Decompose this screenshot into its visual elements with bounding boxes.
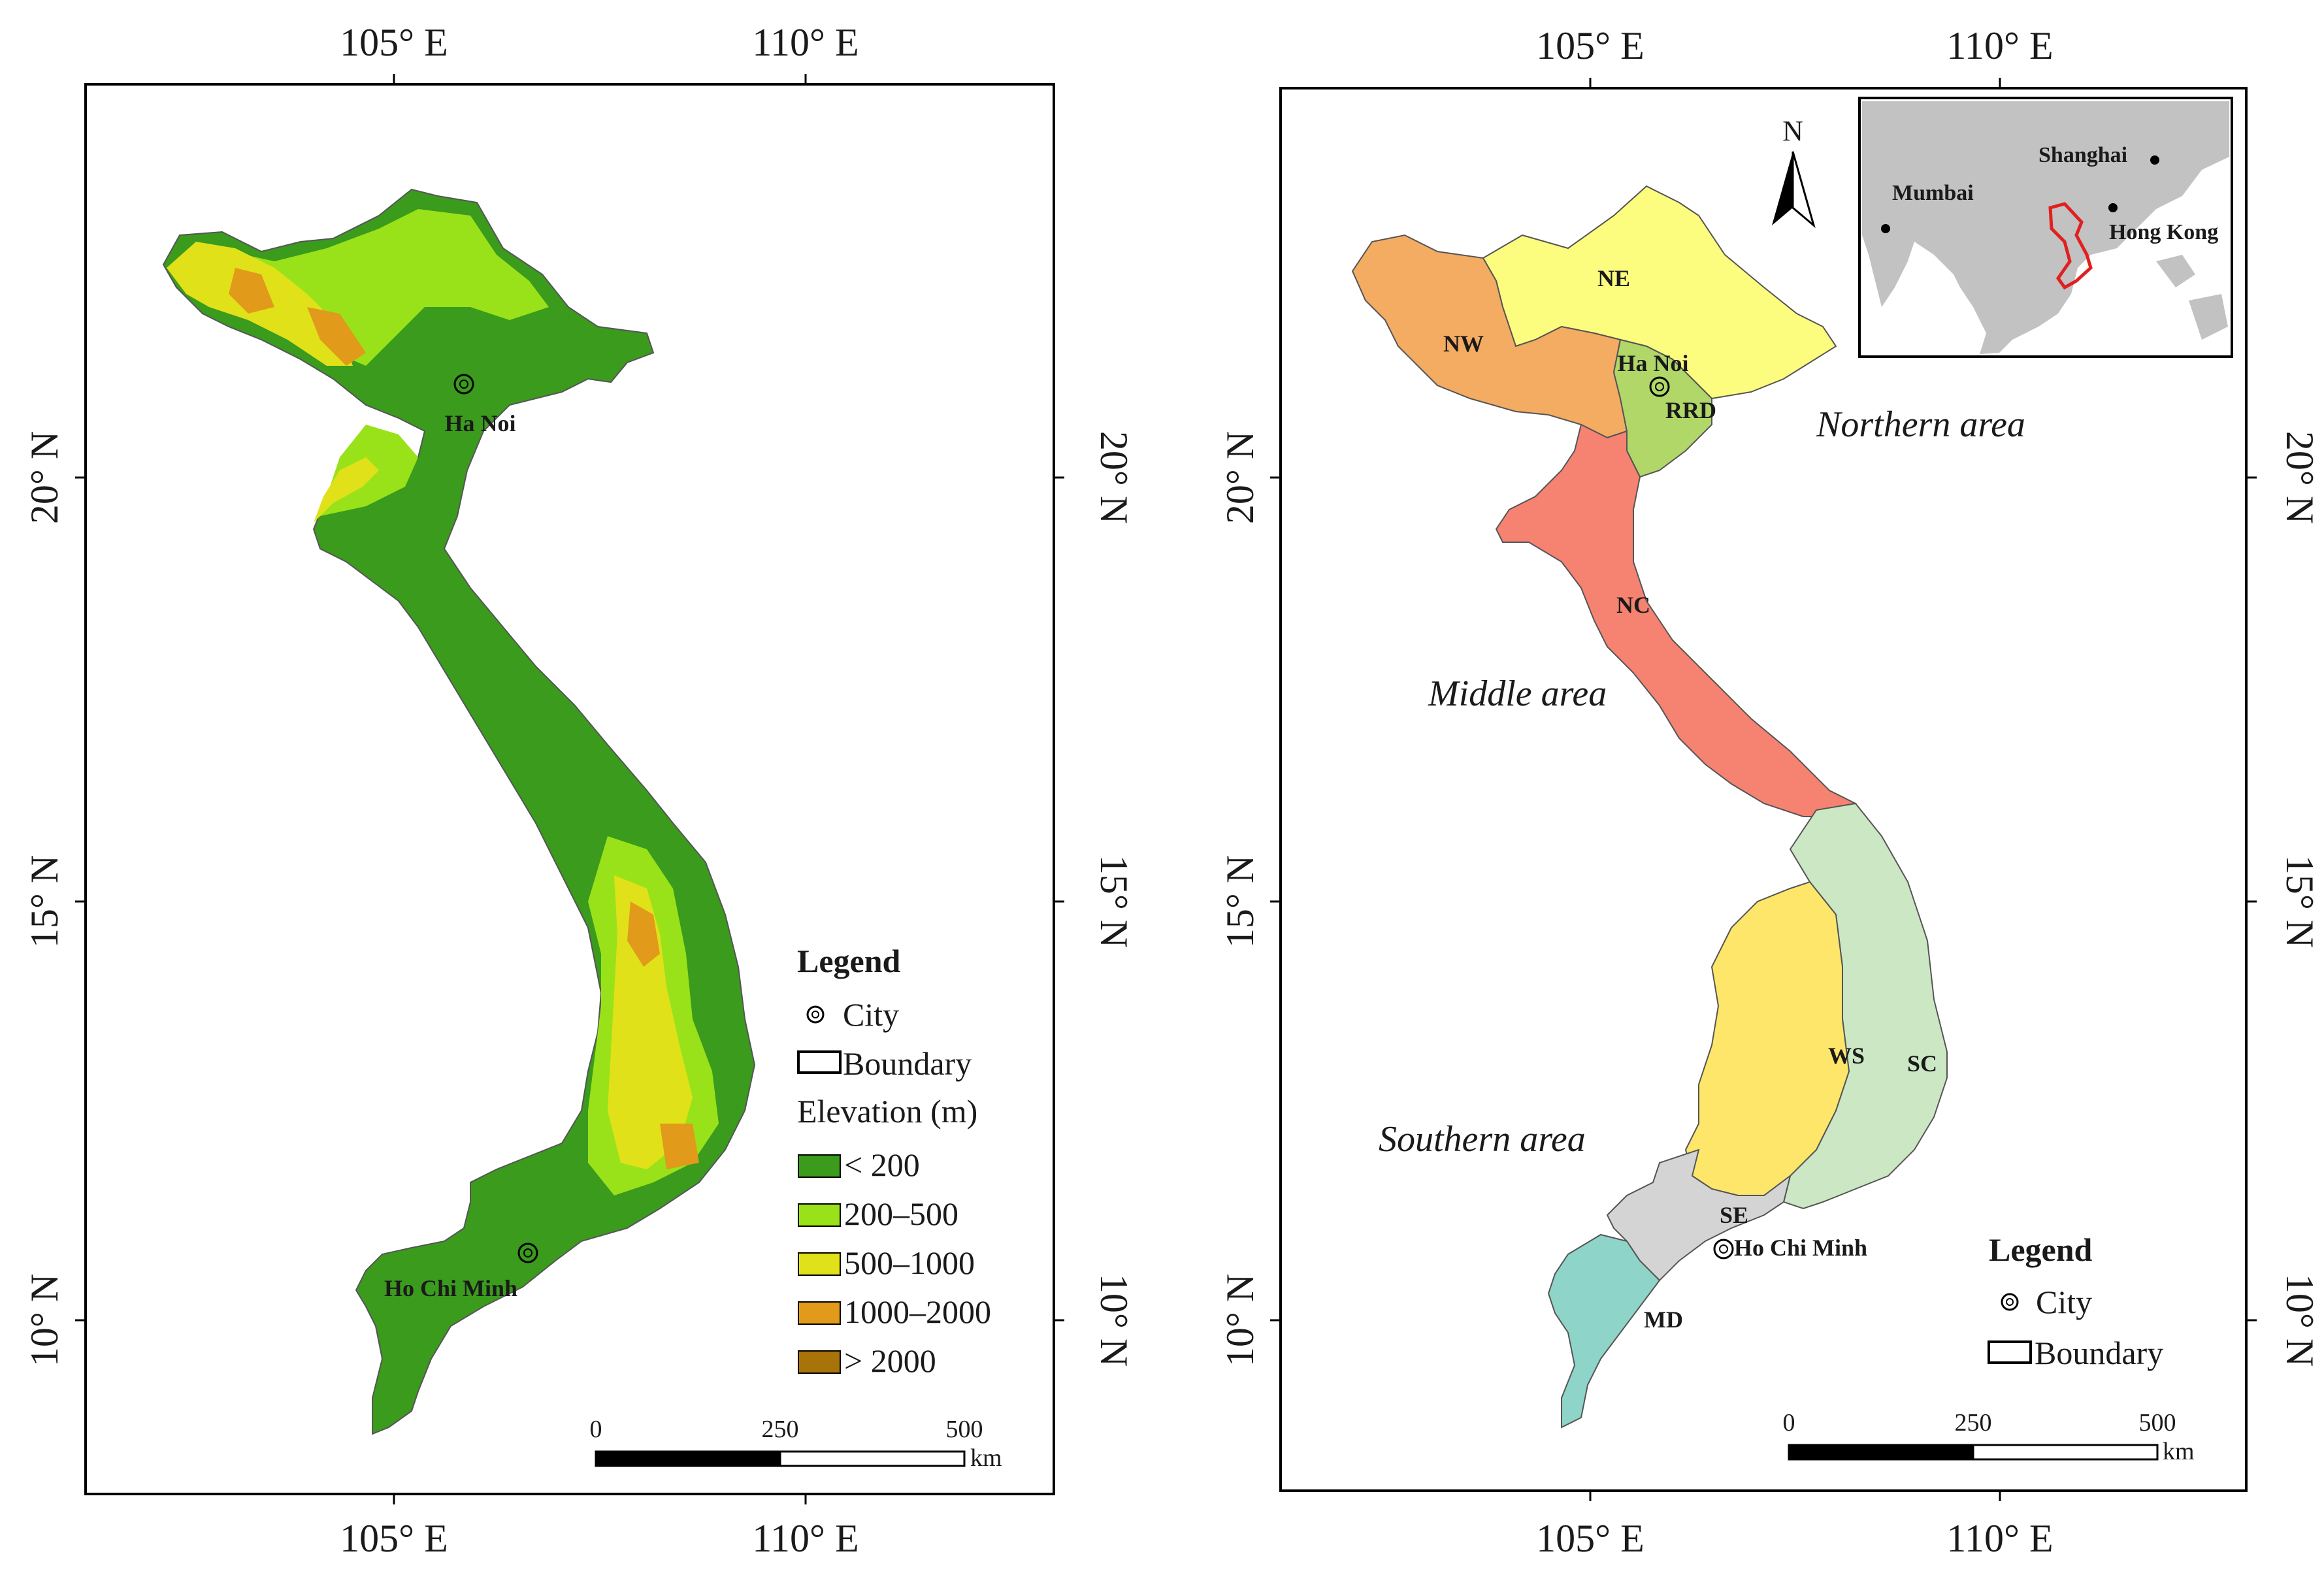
right-right-tick-15: 15° N: [2278, 855, 2321, 948]
inset-label-hongkong: Hong Kong: [2109, 220, 2218, 244]
right-bottom-tick-110: 110° E: [1946, 1517, 2053, 1560]
right-label-hanoi: Ha Noi: [1617, 350, 1688, 376]
inset-label-mumbai: Mumbai: [1892, 181, 1974, 205]
left-scale-bar: 0 250 500 km: [590, 1416, 1002, 1472]
left-left-tick-15: 15° N: [23, 855, 66, 948]
left-legend-elevation-title: Elevation (m): [797, 1093, 977, 1129]
right-label-hochiminh: Ho Chi Minh: [1734, 1235, 1867, 1261]
left-scale-label-250: 250: [762, 1416, 799, 1443]
right-scale-label-250: 250: [1955, 1409, 1992, 1437]
right-city-hanoi: Ha Noi: [1617, 350, 1689, 397]
elevation-label-0: < 200: [844, 1146, 920, 1183]
left-left-tick-20: 20° N: [23, 431, 66, 524]
region-label-ne: NE: [1597, 265, 1630, 291]
left-legend-boundary: Boundary: [843, 1045, 972, 1082]
right-left-tick-15: 15° N: [1219, 855, 1262, 948]
right-legend-boundary: Boundary: [2035, 1335, 2163, 1371]
inset-label-shanghai: Shanghai: [2038, 143, 2127, 167]
city-marker-icon: [453, 374, 474, 395]
elevation-label-2: 500–1000: [844, 1244, 975, 1281]
elevation-swatch-3: [798, 1301, 841, 1325]
elevation-label-1: 200–500: [844, 1195, 958, 1232]
left-city-hochiminh: Ho Chi Minh: [384, 1242, 538, 1301]
left-elevation-1000-2000: [229, 268, 699, 1169]
region-label-rrd: RRD: [1665, 397, 1716, 423]
region-nc: [1495, 423, 1857, 817]
right-left-tick-20: 20° N: [1219, 431, 1262, 524]
left-scale-unit: km: [970, 1444, 1002, 1472]
left-right-tick-20: 20° N: [1092, 431, 1136, 524]
right-top-tick-110: 110° E: [1946, 24, 2053, 67]
city-marker-icon: [1713, 1239, 1734, 1259]
left-tick-marks: [75, 74, 1064, 1504]
city-legend-icon: [806, 1005, 825, 1024]
region-se: [1606, 1148, 1792, 1282]
region-label-ws: WS: [1828, 1043, 1865, 1069]
right-scale-label-0: 0: [1783, 1409, 1795, 1437]
left-legend-elevation-classes: < 200 200–500 500–1000 1000–2000 > 2000: [798, 1146, 991, 1379]
right-region-map: 105° E 110° E 105° E 110° E 20° N 15° N …: [1219, 24, 2321, 1560]
region-label-md: MD: [1644, 1307, 1683, 1333]
right-regions: [1351, 185, 1948, 1429]
left-right-tick-15: 15° N: [1092, 855, 1136, 948]
region-label-nw: NW: [1443, 331, 1484, 357]
region-label-se: SE: [1720, 1202, 1748, 1228]
region-md: [1547, 1233, 1661, 1429]
right-city-hochiminh: Ho Chi Minh: [1713, 1235, 1867, 1261]
inset-map: Shanghai Mumbai Hong Kong: [1858, 97, 2233, 358]
elevation-swatch-1: [798, 1203, 841, 1227]
right-scale-unit: km: [2163, 1438, 2195, 1465]
left-right-tick-10: 10° N: [1092, 1274, 1136, 1367]
left-top-tick-105: 105° E: [340, 21, 448, 64]
boundary-legend-icon: [1988, 1340, 2032, 1364]
right-tick-marks: [1270, 78, 2257, 1501]
area-label-middle: Middle area: [1428, 674, 1607, 714]
left-bottom-tick-105: 105° E: [340, 1517, 448, 1560]
right-scale-bar: 0 250 500 km: [1783, 1409, 2195, 1465]
city-marker-icon: [517, 1242, 538, 1263]
left-label-hochiminh: Ho Chi Minh: [384, 1275, 517, 1301]
elevation-swatch-0: [798, 1154, 841, 1178]
north-arrow-icon: N: [1772, 115, 1816, 229]
elevation-swatch-2: [798, 1252, 841, 1276]
left-legend: Legend City Boundary Elevation (m) < 200…: [797, 943, 991, 1379]
city-legend-icon: [2001, 1293, 2019, 1311]
right-scale-label-500: 500: [2139, 1409, 2176, 1437]
inset-islands: [2156, 255, 2228, 340]
left-bottom-tick-110: 110° E: [752, 1517, 859, 1560]
right-bottom-tick-105: 105° E: [1536, 1517, 1645, 1560]
right-legend-title: Legend: [1989, 1231, 2093, 1268]
region-label-sc: SC: [1907, 1050, 1937, 1077]
north-arrow-label: N: [1782, 115, 1803, 147]
region-rrd: [1612, 338, 1712, 478]
right-top-tick-105: 105° E: [1536, 24, 1645, 67]
elevation-label-3: 1000–2000: [844, 1293, 991, 1330]
city-marker-icon: [1649, 376, 1670, 397]
left-legend-title: Legend: [797, 943, 901, 979]
left-elevation-map: 105° E 110° E 105° E 110° E 20° N 15° N …: [23, 21, 1136, 1560]
left-top-tick-110: 110° E: [752, 21, 859, 64]
left-scale-label-500: 500: [946, 1416, 983, 1443]
inset-land: [1862, 101, 2229, 354]
left-city-hanoi: Ha Noi: [444, 374, 516, 436]
right-right-tick-20: 20° N: [2278, 431, 2321, 524]
left-left-tick-10: 10° N: [23, 1274, 66, 1367]
right-right-tick-10: 10° N: [2278, 1274, 2321, 1367]
inset-vietnam-highlight: [2048, 202, 2093, 290]
right-legend: Legend City Boundary: [1988, 1231, 2163, 1371]
inset-city-marker-icon: [1881, 224, 1890, 233]
left-scale-label-0: 0: [590, 1416, 602, 1443]
left-legend-city: City: [843, 996, 899, 1033]
elevation-label-4: > 2000: [844, 1342, 936, 1379]
inset-city-marker-icon: [2108, 203, 2118, 212]
left-label-hanoi: Ha Noi: [444, 410, 516, 436]
right-legend-city: City: [2036, 1284, 2092, 1320]
right-left-tick-10: 10° N: [1219, 1274, 1262, 1367]
boundary-legend-icon: [797, 1050, 842, 1074]
area-label-northern: Northern area: [1816, 404, 2025, 445]
elevation-swatch-4: [798, 1350, 841, 1374]
inset-city-marker-icon: [2150, 155, 2159, 165]
area-label-southern: Southern area: [1379, 1119, 1586, 1160]
region-label-nc: NC: [1616, 592, 1650, 618]
